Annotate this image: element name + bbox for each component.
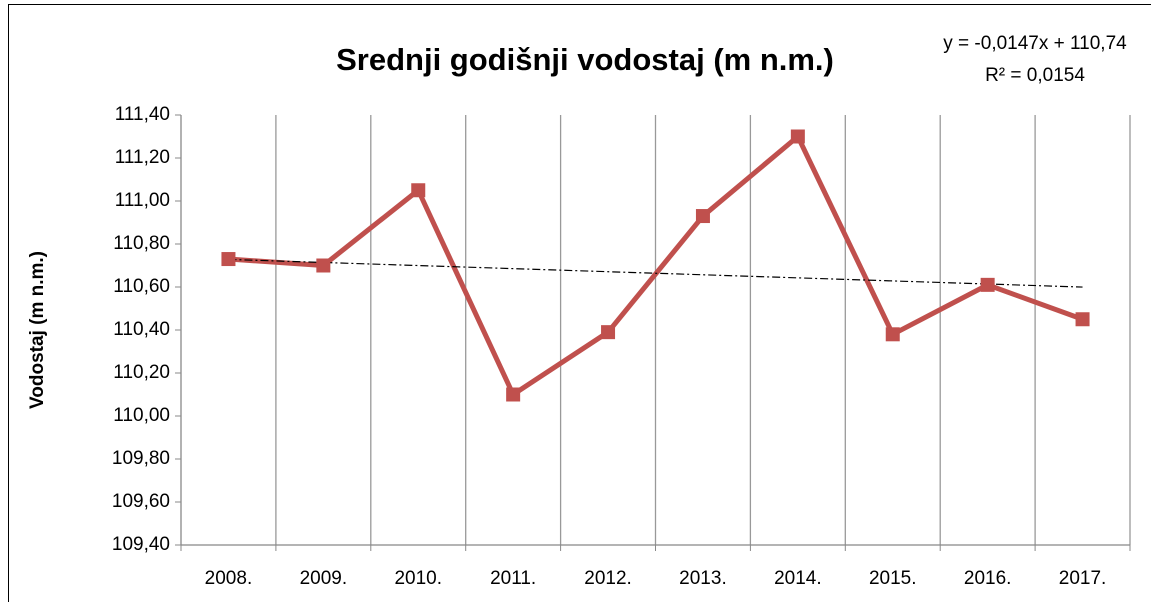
marker (221, 252, 236, 267)
marker (980, 277, 995, 292)
marker (790, 129, 805, 144)
marker (601, 325, 616, 340)
y-axis-label: Vodostaj (m n.m.) (27, 251, 48, 409)
marker (885, 327, 900, 342)
x-tick-label: 2011. (490, 568, 536, 589)
y-tick-label: 110,40 (113, 319, 170, 340)
marker (316, 258, 331, 273)
x-tick-label: 2017. (1059, 568, 1107, 589)
marker (411, 183, 426, 198)
y-tick-label: 110,80 (113, 233, 170, 254)
x-tick-label: 2009. (300, 568, 348, 589)
x-tick-label: 2013. (679, 568, 727, 589)
x-tick-label: 2015. (869, 568, 917, 589)
y-tick-label: 109,80 (112, 448, 170, 469)
x-tick-label: 2014. (774, 568, 822, 589)
x-tick-label: 2016. (964, 568, 1012, 589)
y-tick-label: 110,20 (113, 362, 170, 383)
marker (695, 209, 710, 224)
chart-title: Srednji godišnji vodostaj (m n.m.) (336, 42, 834, 77)
y-tick-label: 111,40 (115, 104, 170, 125)
trend-r2: R² = 0,0154 (985, 65, 1085, 86)
marker (1075, 312, 1090, 327)
chart-border (8, 4, 1151, 602)
trend-equation: y = -0,0147x + 110,74 (943, 33, 1127, 54)
series-line (228, 134, 1084, 397)
y-tick-label: 110,60 (113, 276, 170, 297)
y-tick-label: 109,60 (112, 491, 170, 512)
y-tick-label: 110,00 (113, 405, 170, 426)
x-tick-label: 2008. (205, 568, 253, 589)
x-tick-label: 2012. (584, 568, 632, 589)
y-tick-label: 109,40 (112, 534, 170, 555)
marker (506, 387, 521, 402)
y-tick-label: 111,00 (115, 190, 170, 211)
trend-line (228, 258, 1083, 288)
x-tick-label: 2010. (394, 568, 442, 589)
y-tick-label: 111,20 (115, 147, 170, 168)
